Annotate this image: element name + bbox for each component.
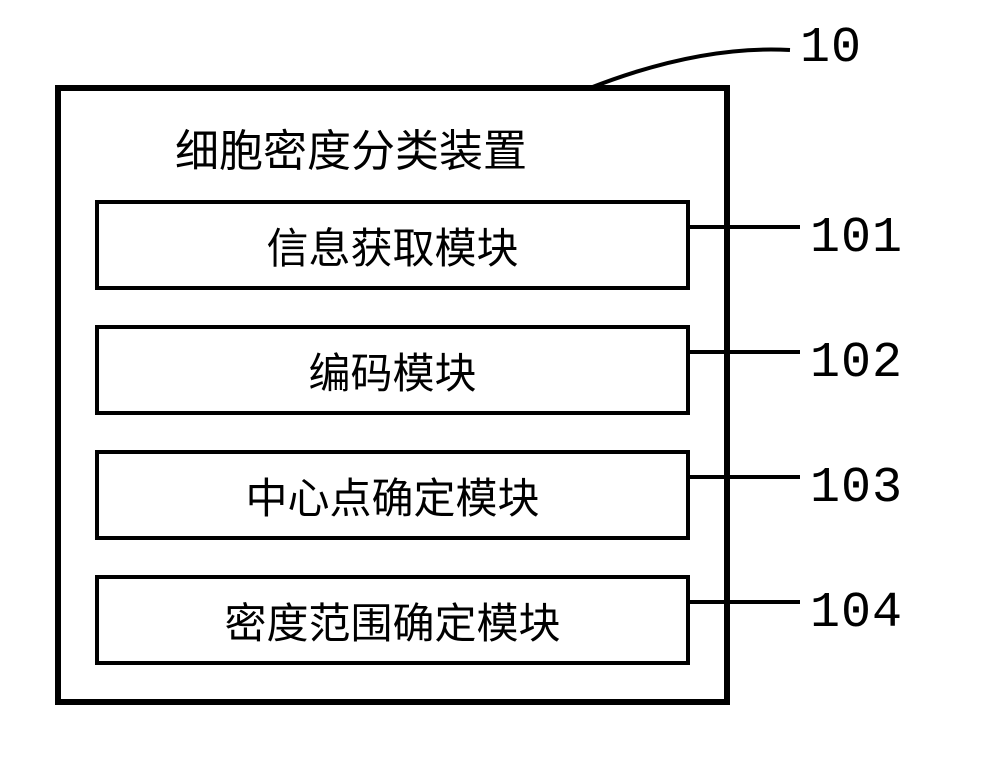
diagram-canvas: 细胞密度分类装置 10 信息获取模块101编码模块102中心点确定模块103密度… xyxy=(0,0,1000,758)
module-callout-label-2: 103 xyxy=(810,460,903,517)
module-label: 中心点确定模块 xyxy=(245,465,539,526)
module-callout-leader-2 xyxy=(690,475,800,479)
module-callout-leader-3 xyxy=(690,600,800,604)
module-label: 信息获取模块 xyxy=(266,215,518,276)
module-callout-leader-1 xyxy=(690,350,800,354)
module-callout-leader-0 xyxy=(690,225,800,229)
module-callout-label-3: 104 xyxy=(810,585,903,642)
module-box-2: 中心点确定模块 xyxy=(95,450,690,540)
outer-callout-label: 10 xyxy=(800,20,862,77)
module-callout-label-1: 102 xyxy=(810,335,903,392)
module-box-3: 密度范围确定模块 xyxy=(95,575,690,665)
module-box-0: 信息获取模块 xyxy=(95,200,690,290)
module-callout-label-0: 101 xyxy=(810,210,903,267)
module-label: 密度范围确定模块 xyxy=(224,590,560,651)
module-box-1: 编码模块 xyxy=(95,325,690,415)
module-label: 编码模块 xyxy=(308,340,476,401)
